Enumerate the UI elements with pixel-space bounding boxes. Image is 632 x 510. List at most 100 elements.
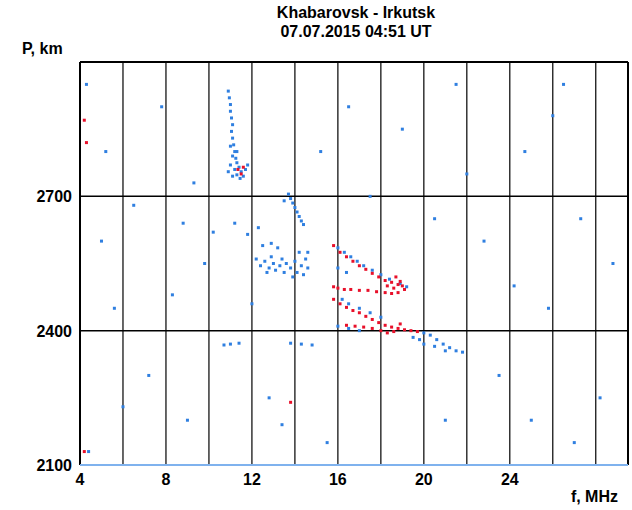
point [296,211,299,214]
grid-line [337,62,338,465]
x-axis [80,464,628,466]
point [498,374,501,377]
point [384,324,387,327]
point [229,110,232,113]
point [192,181,195,184]
point [422,331,425,334]
point [336,246,339,249]
point [371,269,374,272]
point [422,343,425,346]
point [401,284,404,287]
point [347,327,350,330]
point [298,251,301,254]
point [345,271,348,274]
point [394,275,397,278]
point [222,343,225,346]
point [403,328,406,331]
point [444,349,447,352]
point [233,168,236,171]
point [455,349,458,352]
point [343,251,346,254]
point [358,264,361,267]
grid-line [251,62,252,465]
grid-line [80,196,628,198]
point [270,242,273,245]
point [336,266,339,269]
point [212,231,215,234]
point [369,195,372,198]
x-tick-label: 20 [415,471,433,488]
point [235,150,238,153]
point [306,266,309,269]
point [268,266,271,269]
point [429,334,432,337]
point [444,419,447,422]
point [371,272,374,275]
point [433,217,436,220]
point [390,292,393,295]
point [375,290,378,293]
point [261,244,264,247]
point [513,284,516,287]
point [347,105,350,108]
point [405,285,408,288]
point [332,298,335,301]
y-tick-label: 2100 [36,457,72,474]
point [435,338,438,341]
point [270,255,273,258]
point [246,163,249,166]
point [336,287,339,290]
point [392,330,395,333]
point [562,83,565,86]
point [171,293,174,296]
point [388,278,391,281]
grid-line [165,62,166,465]
point [203,262,206,265]
grid-line [80,330,628,332]
point [362,326,365,329]
point [483,240,486,243]
point [399,322,402,325]
point [298,215,301,218]
point [364,315,367,318]
point [235,161,238,164]
point [442,343,445,346]
point [343,288,346,291]
grid-line [122,62,123,465]
point [274,269,277,272]
y-tick-label: 2700 [36,188,72,205]
point [364,268,367,271]
point [397,291,400,294]
point [250,302,253,305]
point [147,374,150,377]
grid-line [380,62,381,465]
point [236,168,239,171]
grid-line [294,62,295,465]
point [272,262,275,265]
point [302,273,305,276]
point [229,343,232,346]
point [287,193,290,196]
point [255,258,258,261]
points [83,83,615,453]
point [83,119,86,122]
point [326,441,329,444]
point [384,279,387,282]
x-tick-label: 24 [501,471,519,488]
point [238,342,241,345]
subtitle: 07.07.2015 04:51 UT [280,23,431,40]
point [339,302,342,305]
frame [80,61,628,63]
point [366,289,369,292]
point [233,222,236,225]
grid-line [552,62,553,465]
point [268,396,271,399]
chart: Khabarovsk - Irkutsk07.07.2015 04:51 UT4… [0,0,632,510]
point [227,90,230,93]
point [349,255,352,258]
point [455,83,458,86]
point [306,251,309,254]
point [231,137,234,140]
point [386,331,389,334]
point [160,105,163,108]
